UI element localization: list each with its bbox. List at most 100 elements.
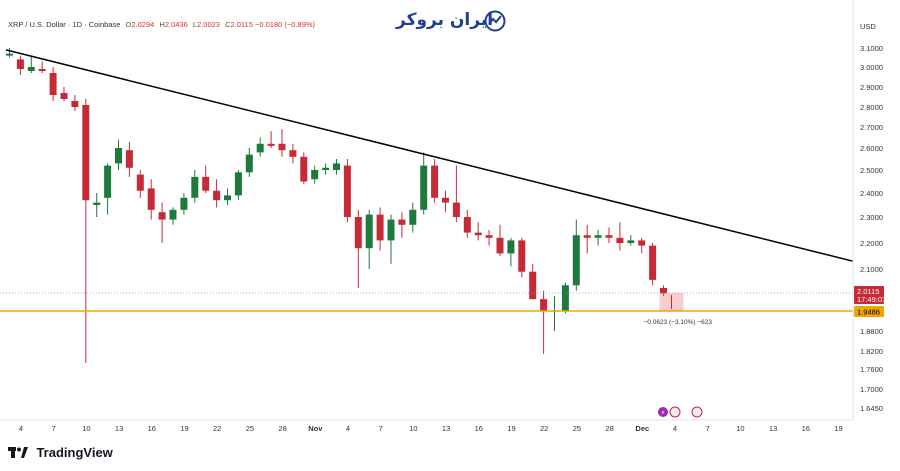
candle[interactable] [115, 139, 122, 170]
candle[interactable] [354, 209, 362, 288]
candle[interactable] [27, 55, 35, 73]
candle[interactable] [387, 214, 395, 264]
time-tick: 19 [507, 424, 515, 433]
tradingview-logo[interactable]: TradingView [8, 444, 113, 460]
candle[interactable] [507, 237, 515, 267]
candle-body [147, 188, 155, 210]
countdown: 17:49:07 [857, 295, 886, 304]
candle[interactable] [616, 222, 624, 251]
candle[interactable] [420, 152, 428, 215]
candle[interactable] [376, 207, 384, 251]
candle[interactable] [234, 170, 242, 201]
time-axis[interactable]: 4 7 10 13 16 19 22 25 28 Nov 4 7 10 13 16 19 22 25 28 Dec 4 7… [19, 424, 843, 433]
candle-body [649, 245, 657, 280]
time-tick: 10 [736, 424, 744, 433]
tradingview-icon [8, 446, 28, 458]
candle[interactable] [267, 131, 275, 148]
descending-trendline[interactable] [5, 49, 854, 262]
candle-body [409, 209, 417, 225]
candle[interactable] [202, 165, 210, 193]
candle[interactable] [649, 243, 657, 286]
candle[interactable] [398, 212, 406, 238]
candle[interactable] [431, 159, 439, 203]
candle[interactable] [278, 129, 286, 157]
candle[interactable] [38, 61, 46, 73]
time-tick: 13 [769, 424, 777, 433]
candle-body [278, 143, 286, 151]
time-tick: 10 [409, 424, 417, 433]
candle[interactable] [333, 159, 340, 175]
price-tick: 1.7000 [860, 385, 883, 394]
candle[interactable] [158, 202, 166, 243]
candle-body [452, 202, 460, 217]
candle[interactable] [660, 285, 667, 297]
candle[interactable] [311, 165, 319, 184]
candle[interactable] [322, 163, 330, 175]
candle[interactable] [605, 227, 613, 243]
candle[interactable] [409, 202, 417, 233]
candle[interactable] [169, 207, 177, 225]
time-tick: 16 [148, 424, 156, 433]
price-axis[interactable]: 3.1000 3.0000 2.9000 2.8000 2.7000 2.6000 2.50… [860, 44, 883, 413]
candle[interactable] [6, 48, 13, 58]
price-tick: 2.9000 [860, 83, 883, 92]
candle[interactable] [561, 282, 569, 314]
candle-body [322, 167, 330, 170]
price-tick: 2.3000 [860, 213, 883, 222]
candle[interactable] [365, 209, 373, 269]
candle[interactable] [125, 141, 133, 177]
candle[interactable] [245, 148, 253, 177]
candle-body [431, 165, 439, 198]
candle-body [387, 219, 395, 241]
candle[interactable] [572, 219, 580, 291]
candle-body [474, 232, 482, 236]
candle[interactable] [224, 188, 231, 205]
candle[interactable] [147, 179, 155, 220]
event-icons[interactable]: ⚡ [658, 406, 703, 418]
candle[interactable] [136, 170, 144, 198]
candle-body [507, 240, 515, 254]
candle[interactable] [60, 87, 68, 101]
candle[interactable] [191, 170, 199, 203]
us-flag-icon[interactable] [691, 406, 703, 418]
support-price-value: 1.9486 [857, 308, 880, 317]
candle[interactable] [518, 237, 526, 278]
candle[interactable] [594, 230, 602, 246]
candle[interactable] [442, 190, 449, 213]
candle-body [485, 235, 493, 238]
candle[interactable] [213, 179, 221, 208]
candle[interactable] [93, 193, 101, 217]
candle[interactable] [256, 137, 264, 157]
candle[interactable] [583, 224, 591, 254]
candle[interactable] [529, 263, 537, 300]
candle[interactable] [485, 230, 493, 246]
candle[interactable] [627, 235, 635, 246]
candle[interactable] [104, 163, 112, 215]
candle[interactable] [180, 193, 188, 215]
lightning-icon: ⚡ [661, 409, 666, 417]
candle[interactable] [82, 99, 90, 363]
candle[interactable] [496, 224, 504, 256]
dividend-event-icon[interactable] [658, 407, 668, 417]
time-tick: 13 [442, 424, 450, 433]
time-tick: 4 [673, 424, 677, 433]
candle[interactable] [452, 165, 460, 223]
time-tick: Nov [308, 424, 323, 433]
candle[interactable] [71, 95, 79, 111]
candle[interactable] [300, 152, 308, 184]
candle[interactable] [16, 55, 24, 75]
candle[interactable] [49, 67, 57, 101]
us-flag-icon[interactable] [669, 406, 681, 418]
candle[interactable] [638, 237, 646, 254]
candle[interactable] [463, 209, 471, 238]
price-tick: 1.8200 [860, 347, 883, 356]
open-label: O [125, 20, 132, 29]
candle-body [49, 73, 57, 95]
candle[interactable] [474, 222, 482, 241]
candle[interactable] [289, 143, 297, 164]
candle-body [311, 170, 319, 180]
candle[interactable] [343, 159, 351, 223]
candle[interactable] [540, 290, 548, 354]
candle[interactable] [551, 296, 558, 331]
